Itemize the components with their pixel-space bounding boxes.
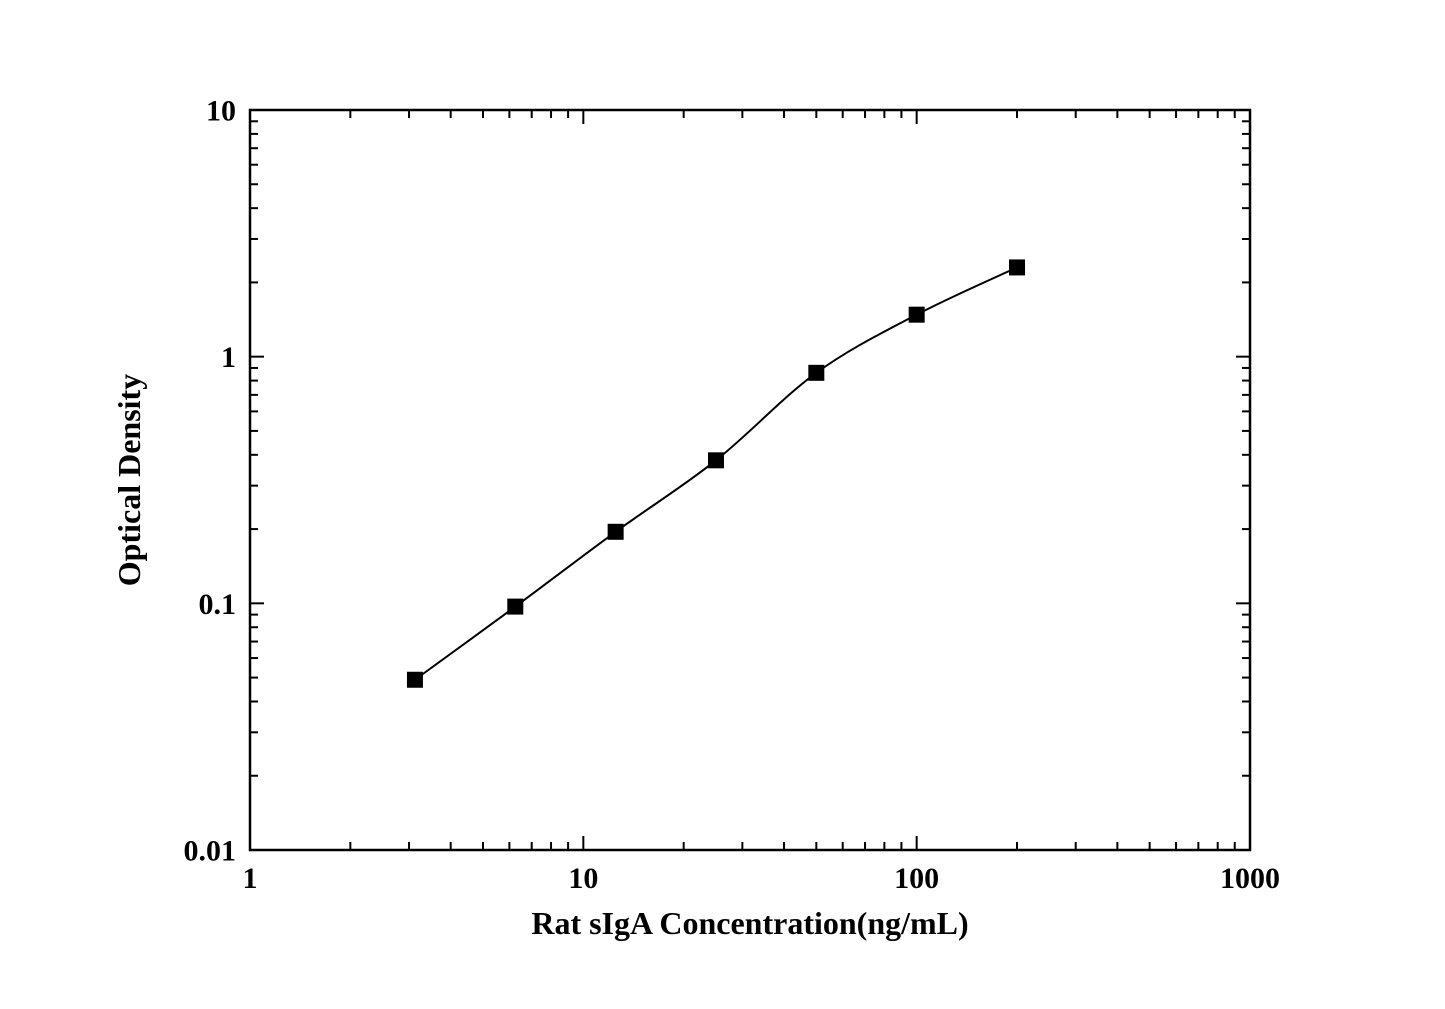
data-marker	[1009, 259, 1025, 275]
y-tick-label: 1	[221, 341, 236, 374]
data-marker	[708, 452, 724, 468]
y-axis-label: Optical Density	[111, 374, 147, 586]
data-marker	[507, 599, 523, 615]
data-marker	[808, 365, 824, 381]
data-marker	[608, 524, 624, 540]
y-tick-label: 0.01	[184, 835, 237, 868]
data-marker	[407, 672, 423, 688]
x-tick-label: 100	[894, 862, 939, 895]
data-marker	[909, 307, 925, 323]
chart-container: 1 10 100 1000 0.01 0.1 1 10 Rat sIgA Concentrati…	[0, 0, 1445, 1009]
standard-curve-chart: 1 10 100 1000 0.01 0.1 1 10 Rat sIgA Concentrati…	[0, 0, 1445, 1009]
y-tick-label: 0.1	[199, 588, 237, 621]
x-tick-label: 1000	[1220, 862, 1280, 895]
x-axis-label: Rat sIgA Concentration(ng/mL)	[531, 905, 968, 941]
x-tick-label: 10	[568, 862, 598, 895]
x-tick-label: 1	[243, 862, 258, 895]
y-tick-label: 10	[206, 95, 236, 128]
